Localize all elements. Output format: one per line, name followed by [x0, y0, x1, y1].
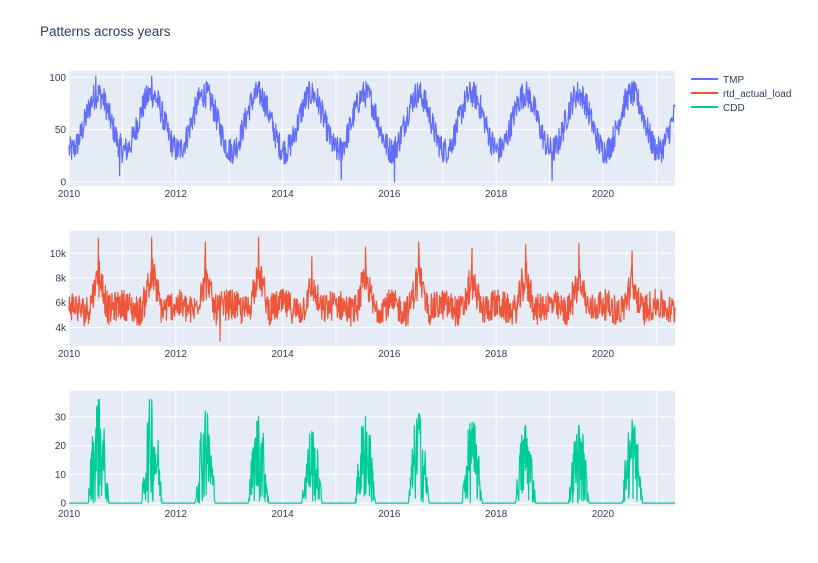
series-line-CDD [68, 399, 676, 504]
x-tick-label: 2020 [592, 509, 615, 520]
x-tick-label: 2018 [485, 189, 508, 200]
y-tick-label: 8k [55, 273, 67, 284]
x-tick-label: 2010 [58, 189, 81, 200]
x-tick-label: 2014 [271, 349, 294, 360]
legend-item-tmp[interactable]: TMP [691, 75, 744, 86]
legend-item-cdd[interactable]: CDD [691, 103, 745, 114]
legend-label-cdd: CDD [723, 103, 745, 114]
x-tick-label: 2014 [271, 189, 294, 200]
x-tick-label: 2020 [592, 189, 615, 200]
x-tick-label: 2018 [485, 509, 508, 520]
y-tick-label: 4k [55, 323, 67, 334]
y-tick-label: 50 [55, 125, 67, 136]
chart-title: Patterns across years [40, 24, 171, 39]
x-tick-label: 2012 [165, 349, 188, 360]
x-tick-label: 2012 [165, 189, 188, 200]
subplot-tmp: 0 50 100 2010 2012 2014 2016 2018 2020 [49, 71, 676, 200]
subplot-cdd: 0 10 20 30 2010 2012 2014 2016 2018 2020 [55, 391, 676, 520]
legend: TMP rtd_actual_load CDD [691, 75, 791, 114]
y-tick-label: 6k [55, 298, 67, 309]
legend-item-load[interactable]: rtd_actual_load [691, 89, 791, 100]
y-tick-label: 20 [55, 441, 67, 452]
legend-label-tmp: TMP [723, 75, 744, 86]
y-tick-label: 100 [49, 73, 66, 84]
y-tick-label: 10k [50, 249, 67, 260]
series-line-TMP [68, 75, 676, 183]
x-tick-label: 2020 [592, 349, 615, 360]
x-tick-label: 2010 [58, 509, 81, 520]
y-tick-label: 0 [60, 499, 66, 510]
x-tick-label: 2018 [485, 349, 508, 360]
x-tick-label: 2016 [378, 349, 401, 360]
series-line-rtd_actual_load [68, 236, 676, 342]
x-tick-label: 2016 [378, 509, 401, 520]
legend-label-load: rtd_actual_load [723, 89, 791, 100]
y-tick-label: 30 [55, 412, 67, 423]
y-tick-label: 10 [55, 470, 67, 481]
subplot-load: 4k 6k 8k 10k 2010 2012 2014 2016 2018 2020 [50, 231, 676, 360]
plot-area [69, 71, 675, 186]
x-tick-label: 2014 [271, 509, 294, 520]
x-tick-label: 2016 [378, 189, 401, 200]
y-tick-label: 0 [60, 177, 66, 188]
x-tick-label: 2010 [58, 349, 81, 360]
x-tick-label: 2012 [165, 509, 188, 520]
